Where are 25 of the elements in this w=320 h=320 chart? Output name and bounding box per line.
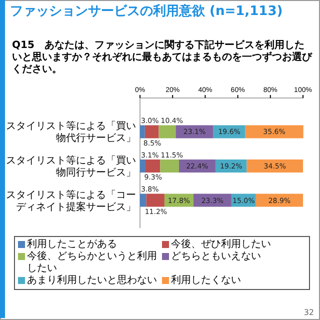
bar — [160, 159, 179, 173]
legend-label: 利用したことがある — [27, 239, 117, 251]
text: Q15 あなたは、ファッションに関する下記サービスを利用したいと思いますか？それぞれに最もあてはまるものを一つずつお選びください。 — [12, 40, 312, 76]
legend-label: 利用したくない — [171, 275, 241, 287]
y-tick-label: スタイリスト等による「買い物代行サービス」 — [6, 120, 136, 144]
bar — [176, 125, 214, 138]
bar — [144, 125, 159, 138]
bar — [193, 194, 232, 207]
legend-label: 今後、どちらかというと利用したい — [27, 251, 158, 274]
legend-label: あまり利用したいと思わない — [27, 275, 157, 287]
bar — [140, 194, 146, 207]
bar — [140, 125, 145, 138]
text: 32 — [304, 308, 314, 317]
bar — [256, 194, 303, 207]
y-tick-label: スタイリスト等による「コーディネイト提案サービス」 — [6, 188, 136, 213]
legend-label: 今後、ぜひ利用したい — [171, 239, 271, 251]
bar — [145, 159, 160, 173]
y-tick-label: スタイリスト等による「買い物同行サービス」 — [6, 154, 136, 178]
legend-label: どちらともいえない — [171, 251, 261, 263]
bar — [246, 159, 303, 173]
bar — [140, 159, 146, 173]
bar — [245, 125, 304, 138]
chart-title: ファッションサービスの利用意欲 (n=1,113) — [10, 4, 283, 19]
bar — [158, 125, 176, 138]
bar — [146, 194, 164, 207]
